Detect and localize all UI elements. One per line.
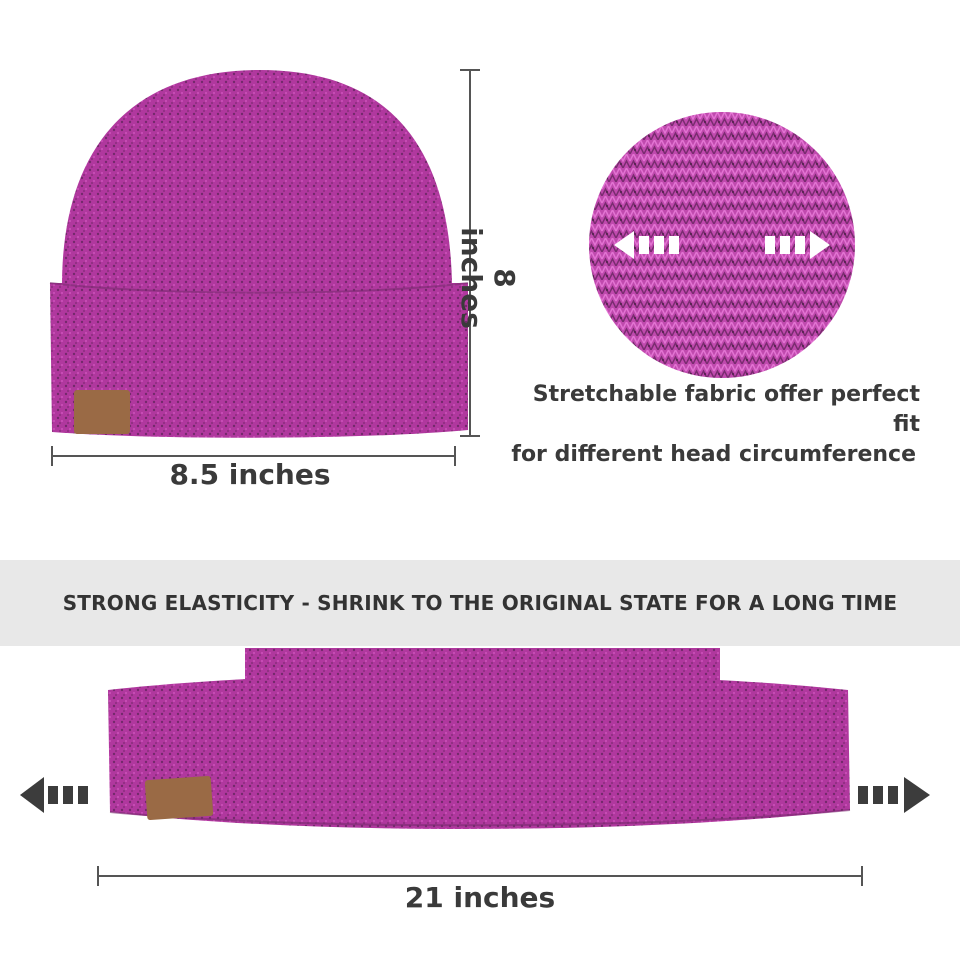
stretch-left-arrow-icon xyxy=(614,231,679,259)
fabric-note-line2: for different head circumference xyxy=(511,442,916,467)
width-dimension-line xyxy=(51,446,456,466)
beanie-stretched-view xyxy=(108,648,851,830)
stretch-right-big-arrow-icon xyxy=(858,777,930,813)
height-label: 8 inches xyxy=(455,227,521,329)
beanie-front-view xyxy=(49,70,469,438)
stretch-left-big-arrow-icon xyxy=(20,777,88,813)
elasticity-banner: STRONG ELASTICITY - SHRINK TO THE ORIGIN… xyxy=(0,560,960,646)
stretch-right-arrow-icon xyxy=(765,231,830,259)
stretched-width-label: 21 inches xyxy=(404,881,556,914)
leather-patch xyxy=(144,775,214,821)
height-dimension-line xyxy=(460,69,480,437)
banner-text: STRONG ELASTICITY - SHRINK TO THE ORIGIN… xyxy=(62,591,898,615)
width-label: 8.5 inches xyxy=(169,458,331,491)
fabric-note: Stretchable fabric offer perfect fit for… xyxy=(500,380,920,470)
fabric-closeup-circle xyxy=(589,112,855,378)
fabric-note-line1: Stretchable fabric offer perfect fit xyxy=(532,382,920,437)
stretched-width-dimension-line xyxy=(97,866,863,886)
leather-patch xyxy=(74,390,130,434)
